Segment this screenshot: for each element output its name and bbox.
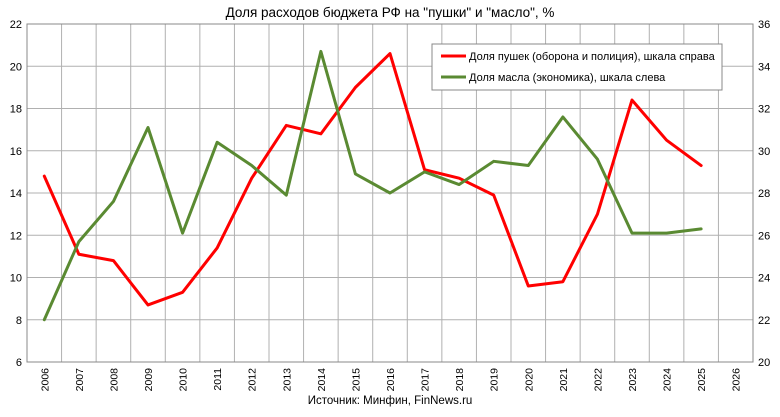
left-axis-tick-label: 22 xyxy=(10,19,22,31)
left-axis-tick-label: 20 xyxy=(10,61,22,73)
right-axis-tick-label: 32 xyxy=(758,104,770,116)
x-axis-tick-label: 2009 xyxy=(143,368,155,392)
chart-source: Источник: Минфин, FinNews.ru xyxy=(308,395,473,407)
x-axis-tick-label: 2025 xyxy=(696,368,708,392)
x-axis-tick-label: 2010 xyxy=(178,368,190,392)
legend-label-butter: Доля масла (экономика), шкала слева xyxy=(469,72,666,84)
right-axis-tick-label: 28 xyxy=(758,188,770,200)
left-axis-tick-label: 14 xyxy=(10,188,22,200)
x-axis-tick-label: 2016 xyxy=(385,368,397,392)
x-axis-tick-label: 2017 xyxy=(420,368,432,392)
x-axis-tick-label: 2013 xyxy=(281,368,293,392)
legend: Доля пушек (оборона и полиция), шкала сп… xyxy=(431,43,723,91)
x-axis-tick-label: 2018 xyxy=(454,368,466,392)
x-axis-tick-label: 2014 xyxy=(316,368,328,392)
right-axis-tick-label: 36 xyxy=(758,19,770,31)
x-axis-tick-label: 2019 xyxy=(489,368,501,392)
series-lines xyxy=(42,49,703,322)
left-axis-tick-label: 10 xyxy=(10,273,22,285)
left-axis-tick-label: 8 xyxy=(16,315,22,327)
right-axis-tick-label: 20 xyxy=(758,357,770,369)
left-axis-tick-label: 12 xyxy=(10,230,22,242)
legend-box xyxy=(431,43,723,91)
x-axis-tick-label: 2008 xyxy=(108,368,120,392)
left-axis-tick-label: 6 xyxy=(16,357,22,369)
x-axis-tick-label: 2026 xyxy=(731,368,743,392)
x-axis-tick-label: 2011 xyxy=(212,368,224,391)
series-line-butter xyxy=(42,49,703,322)
x-axis-tick-label: 2023 xyxy=(627,368,639,392)
x-axis-tick-label: 2022 xyxy=(592,368,604,392)
left-axis-tick-label: 18 xyxy=(10,104,22,116)
x-axis-tick-label: 2006 xyxy=(39,368,51,392)
right-axis-tick-label: 24 xyxy=(758,273,770,285)
right-axis-tick-label: 30 xyxy=(758,146,770,158)
x-axis-tick-label: 2021 xyxy=(558,368,570,392)
x-axis-tick-label: 2015 xyxy=(350,368,362,392)
plot-area-frame xyxy=(26,23,754,363)
right-axis-tick-label: 26 xyxy=(758,230,770,242)
x-axis-tick-label: 2024 xyxy=(662,368,674,392)
x-axis-tick-label: 2007 xyxy=(74,368,86,392)
right-axis-tick-label: 22 xyxy=(758,315,770,327)
left-axis-tick-label: 16 xyxy=(10,146,22,158)
chart-title: Доля расходов бюджета РФ на "пушки" и "м… xyxy=(226,5,555,20)
legend-label-guns: Доля пушек (оборона и полиция), шкала сп… xyxy=(469,51,716,63)
x-axis-tick-label: 2012 xyxy=(247,368,259,392)
x-axis-tick-label: 2020 xyxy=(523,368,535,392)
right-axis-tick-label: 34 xyxy=(758,61,770,73)
series-line-guns xyxy=(42,52,703,307)
